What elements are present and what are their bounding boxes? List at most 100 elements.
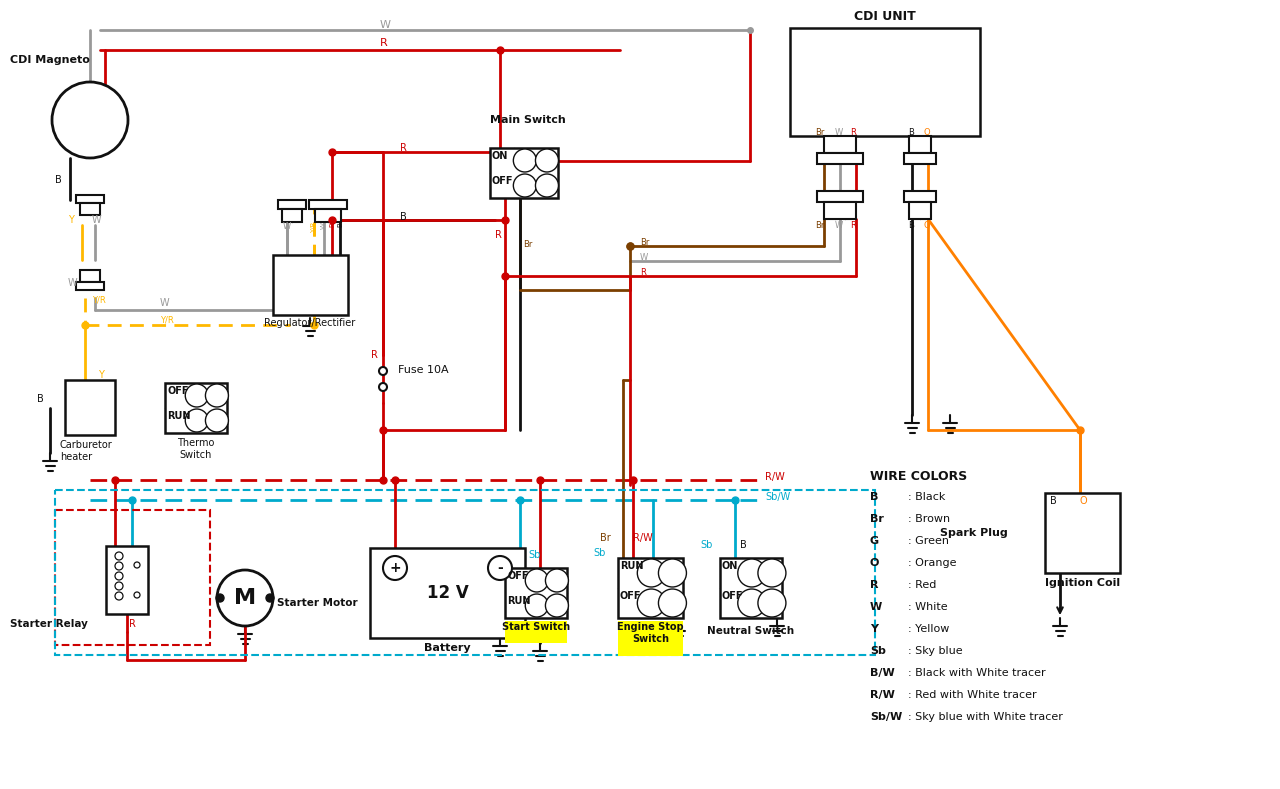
Text: O: O: [924, 221, 931, 230]
Bar: [790, 28, 980, 136]
Bar: [817, 191, 863, 202]
Text: +: +: [389, 561, 401, 575]
Bar: [490, 148, 558, 198]
Bar: [282, 209, 302, 222]
Text: : Black: : Black: [908, 492, 946, 502]
Circle shape: [545, 569, 568, 592]
Text: Neutral Switch: Neutral Switch: [708, 626, 795, 636]
Bar: [65, 380, 115, 435]
Bar: [81, 270, 100, 282]
Bar: [909, 136, 932, 153]
Text: : Sky blue: : Sky blue: [908, 646, 963, 656]
Text: Ignition Coil: Ignition Coil: [1044, 578, 1120, 588]
Text: Sb: Sb: [593, 548, 605, 558]
Circle shape: [266, 594, 274, 602]
Bar: [308, 200, 347, 209]
Text: Y/R: Y/R: [311, 222, 317, 234]
Text: CDI UNIT: CDI UNIT: [854, 10, 916, 23]
Text: ON: ON: [492, 151, 508, 161]
Text: G: G: [870, 536, 879, 546]
Circle shape: [488, 556, 512, 580]
Circle shape: [525, 594, 548, 617]
Text: Y: Y: [68, 215, 74, 225]
Bar: [55, 510, 210, 645]
Text: B: B: [740, 540, 746, 550]
Circle shape: [205, 384, 228, 407]
Circle shape: [216, 594, 224, 602]
Text: B: B: [337, 222, 343, 226]
Bar: [904, 153, 936, 164]
Text: W: W: [68, 278, 78, 288]
Circle shape: [115, 582, 123, 590]
Text: Spark Plug: Spark Plug: [940, 528, 1007, 538]
Bar: [909, 202, 932, 219]
Text: Y: Y: [870, 624, 878, 634]
Bar: [315, 209, 342, 222]
Text: Br: Br: [870, 514, 884, 524]
Circle shape: [658, 589, 686, 617]
Text: Br: Br: [524, 240, 532, 249]
Text: O: O: [1080, 496, 1088, 506]
Bar: [81, 203, 100, 215]
Text: B/W: B/W: [870, 668, 895, 678]
Circle shape: [186, 384, 209, 407]
Text: Sb/W: Sb/W: [870, 712, 902, 722]
Circle shape: [205, 409, 228, 432]
Circle shape: [513, 149, 536, 172]
Text: : Green: : Green: [908, 536, 948, 546]
Circle shape: [52, 82, 128, 158]
Text: : Sky blue with White tracer: : Sky blue with White tracer: [908, 712, 1062, 722]
Text: ON: ON: [722, 561, 739, 571]
Text: B: B: [399, 212, 407, 222]
Text: Br: Br: [815, 128, 824, 137]
Bar: [506, 621, 567, 643]
Bar: [76, 282, 104, 290]
Text: Sb: Sb: [529, 550, 540, 560]
Text: Br: Br: [600, 533, 611, 543]
Text: R: R: [380, 38, 388, 48]
Circle shape: [115, 572, 123, 580]
Text: Sb/W: Sb/W: [765, 492, 790, 502]
Text: CDI Magneto: CDI Magneto: [10, 55, 90, 65]
Text: O: O: [870, 558, 879, 568]
Text: B: B: [908, 221, 914, 230]
Circle shape: [186, 409, 209, 432]
Text: WIRE COLORS: WIRE COLORS: [870, 470, 968, 483]
Bar: [618, 558, 684, 618]
Bar: [370, 548, 525, 638]
Bar: [55, 490, 876, 655]
Text: R: R: [640, 268, 646, 277]
Text: OFF: OFF: [620, 591, 641, 601]
Text: : White: : White: [908, 602, 947, 612]
Text: : Red: : Red: [908, 580, 937, 590]
Circle shape: [658, 559, 686, 587]
Text: M: M: [234, 588, 256, 608]
Bar: [824, 202, 856, 219]
Text: W: W: [870, 602, 882, 612]
Text: Start Switch: Start Switch: [502, 622, 570, 632]
Text: -: -: [497, 561, 503, 575]
Text: O: O: [924, 128, 931, 137]
Text: R/W: R/W: [870, 690, 895, 700]
Text: RUN: RUN: [620, 561, 644, 571]
Circle shape: [737, 559, 765, 587]
Text: W: W: [92, 215, 101, 225]
Circle shape: [758, 559, 786, 587]
Bar: [165, 383, 227, 433]
Bar: [278, 200, 306, 209]
Text: B: B: [37, 394, 44, 404]
Text: R: R: [495, 230, 502, 240]
Text: Starter Motor: Starter Motor: [276, 598, 357, 608]
Bar: [1044, 493, 1120, 573]
Text: OFF: OFF: [166, 386, 188, 396]
Circle shape: [737, 589, 765, 617]
Bar: [618, 621, 684, 656]
Text: OFF: OFF: [507, 571, 529, 581]
Circle shape: [637, 559, 666, 587]
Circle shape: [383, 556, 407, 580]
Bar: [817, 153, 863, 164]
Text: : Yellow: : Yellow: [908, 624, 950, 634]
Text: B: B: [1050, 496, 1057, 506]
Circle shape: [525, 569, 548, 592]
Circle shape: [379, 383, 387, 391]
